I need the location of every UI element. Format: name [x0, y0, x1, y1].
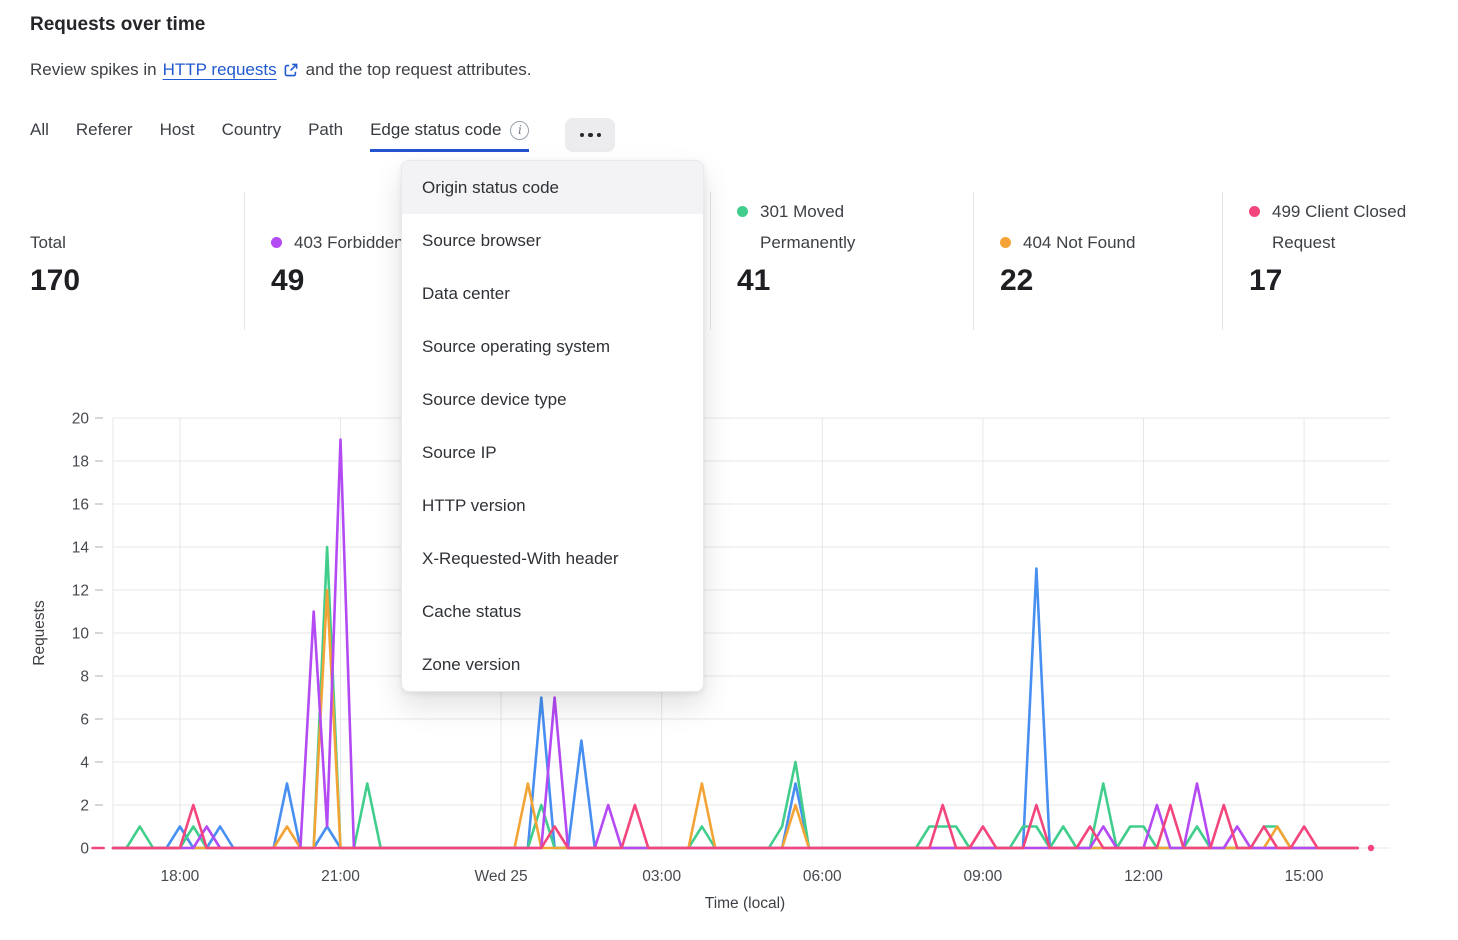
- menu-item-zone-version[interactable]: Zone version: [422, 655, 521, 674]
- legend-dot-403-forbidden: [271, 237, 282, 248]
- stat-label: 301 Moved Permanently: [737, 196, 902, 258]
- page-title: Requests over time: [30, 14, 206, 35]
- stat-301-moved-permanently: 301 Moved Permanently 41: [710, 192, 973, 330]
- tab-list: All Referer Host Country Path Edge status cod…: [30, 120, 556, 152]
- legend-dot-404-not-found: [1000, 237, 1011, 248]
- y-tick-label: 16: [72, 497, 89, 514]
- legend-dot-499-client-closed-request: [1249, 206, 1260, 217]
- y-tick-label: 20: [72, 411, 90, 428]
- subtitle-text-2: and the top request attributes.: [305, 60, 532, 79]
- menu-item-source-browser[interactable]: Source browser: [422, 231, 542, 250]
- y-tick-label: 12: [72, 583, 89, 600]
- y-tick-label: 6: [80, 712, 89, 729]
- external-link-icon: [283, 62, 299, 78]
- menu-item-cache-status[interactable]: Cache status: [422, 602, 522, 621]
- y-tick-label: 18: [72, 454, 89, 471]
- stat-499-client-closed-request: 499 Client Closed Request 17: [1222, 192, 1440, 330]
- attribute-tabbar: All Referer Host Country Path Edge status cod…: [30, 118, 616, 152]
- x-tick-label: 18:00: [161, 868, 200, 885]
- x-tick-label: 03:00: [642, 868, 681, 885]
- y-tick-label: 8: [80, 669, 89, 686]
- x-tick-label: Wed 25: [475, 868, 528, 885]
- stat-label: 404 Not Found: [1000, 227, 1135, 258]
- menu-item-data-center[interactable]: Data center: [422, 284, 510, 303]
- more-tabs-button[interactable]: [565, 118, 616, 152]
- menu-item-origin-status-code[interactable]: Origin status code: [402, 161, 703, 214]
- tab-label: Edge status code: [370, 120, 502, 139]
- legend-dot-301-moved-permanently: [737, 206, 748, 217]
- info-icon[interactable]: i: [510, 120, 530, 140]
- stat-label: 499 Client Closed Request: [1249, 196, 1414, 258]
- attribute-dropdown-menu: Origin status code Source browser Data cen…: [401, 160, 704, 692]
- tab-all[interactable]: All: [30, 120, 49, 152]
- tab-label: Host: [159, 120, 195, 139]
- series-line-301-moved-permanently: [111, 545, 1359, 850]
- stat-403-forbidden: 403 Forbidden 49: [244, 192, 476, 330]
- menu-item-source-operating-system[interactable]: Source operating system: [422, 337, 611, 356]
- stat-value: 49: [271, 264, 305, 297]
- menu-item-source-device-type[interactable]: Source device type: [422, 390, 567, 409]
- menu-item-x-requested-with-header[interactable]: X-Requested-With header: [422, 549, 619, 568]
- stat-404-not-found: 404 Not Found 22: [973, 192, 1222, 330]
- tab-label: All: [30, 120, 49, 139]
- http-requests-link[interactable]: HTTP requests: [162, 60, 277, 79]
- x-tick-label: 12:00: [1124, 868, 1163, 885]
- x-tick-label: 15:00: [1285, 868, 1324, 885]
- series-end-dot: [1367, 844, 1375, 852]
- y-tick-label: 10: [72, 626, 90, 643]
- x-tick-label: 06:00: [803, 868, 842, 885]
- tab-path[interactable]: Path: [308, 120, 343, 152]
- tab-label: Country: [221, 120, 282, 139]
- y-tick-label: 0: [80, 841, 89, 858]
- tab-edge-status-code[interactable]: Edge status code i: [370, 120, 530, 152]
- tab-host[interactable]: Host: [160, 120, 195, 152]
- menu-item-http-version[interactable]: HTTP version: [422, 496, 526, 515]
- tab-label: Referer: [75, 120, 133, 139]
- y-axis-title: Requests: [31, 600, 48, 666]
- x-axis-title: Time (local): [705, 895, 785, 912]
- x-tick-label: 21:00: [321, 868, 360, 885]
- stat-value: 17: [1249, 264, 1283, 297]
- series-line-499-client-closed-request: [111, 803, 1359, 850]
- stat-label: 403 Forbidden: [271, 227, 404, 258]
- tab-country[interactable]: Country: [222, 120, 282, 152]
- stat-total: Total 170: [30, 192, 244, 330]
- ellipsis-icon: [579, 132, 585, 138]
- y-tick-label: 14: [72, 540, 90, 557]
- series-line-403-forbidden: [111, 438, 1359, 850]
- stat-value: 22: [1000, 264, 1034, 297]
- menu-item-source-ip[interactable]: Source IP: [422, 443, 497, 462]
- x-tick-label: 09:00: [963, 868, 1002, 885]
- stat-value: 170: [30, 264, 81, 297]
- tab-label: Path: [308, 120, 344, 139]
- status-code-summary-row: Total 170 403 Forbidden 49 301 Moved Permane…: [0, 192, 1458, 334]
- stat-value: 41: [737, 264, 771, 297]
- page-subtitle: Review spikes in HTTP requests and the t…: [30, 60, 532, 80]
- y-tick-label: 4: [80, 755, 89, 772]
- y-tick-label: 2: [80, 798, 89, 815]
- tab-referer[interactable]: Referer: [76, 120, 133, 152]
- subtitle-text: Review spikes in: [30, 60, 157, 79]
- stat-label: Total: [30, 233, 66, 252]
